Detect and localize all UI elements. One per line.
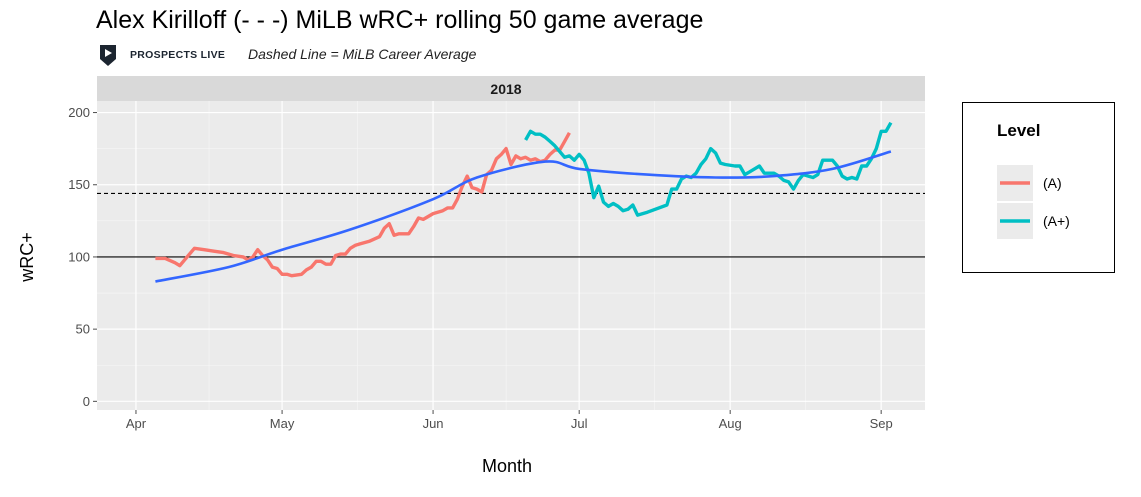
series-layer bbox=[155, 121, 893, 278]
chart-subtitle: Dashed Line = MiLB Career Average bbox=[248, 46, 477, 62]
x-axis-title: Month bbox=[482, 456, 532, 476]
x-tick-label: Jul bbox=[571, 416, 588, 431]
x-tick-label: Aug bbox=[719, 416, 742, 431]
axis-ticks: 0 50 100 150 200 Apr May Jun Jul Aug Sep bbox=[68, 105, 892, 431]
play-shield-icon bbox=[100, 45, 116, 66]
facet-label: 2018 bbox=[490, 81, 521, 97]
x-tick-label: Jun bbox=[423, 416, 444, 431]
legend-label: (A+) bbox=[1043, 213, 1070, 229]
y-tick-label: 200 bbox=[68, 105, 90, 120]
legend-label: (A) bbox=[1043, 175, 1062, 191]
plot-panel bbox=[97, 101, 925, 410]
x-tick-label: Apr bbox=[126, 416, 147, 431]
trend-line bbox=[155, 150, 892, 283]
minor-gridlines bbox=[97, 101, 925, 410]
facet-strip bbox=[97, 76, 925, 101]
y-tick-label: 0 bbox=[83, 394, 90, 409]
trend-layer bbox=[155, 150, 892, 283]
major-gridlines bbox=[97, 101, 925, 410]
logo-text: PROSPECTS LIVE bbox=[130, 49, 225, 61]
series-line-a-plus bbox=[524, 121, 893, 217]
prospects-live-logo: PROSPECTS LIVE bbox=[100, 45, 225, 66]
y-axis-title: wRC+ bbox=[17, 232, 37, 283]
legend: Level (A) (A+) bbox=[962, 102, 1115, 273]
x-tick-label: Sep bbox=[870, 416, 893, 431]
x-tick-label: May bbox=[270, 416, 295, 431]
legend-title: Level bbox=[997, 121, 1040, 140]
y-tick-label: 100 bbox=[68, 249, 90, 264]
chart-title: Alex Kirilloff (- - -) MiLB wRC+ rolling… bbox=[96, 6, 703, 34]
y-tick-label: 50 bbox=[76, 322, 90, 337]
series-line-a bbox=[155, 131, 571, 278]
legend-box bbox=[962, 102, 1115, 273]
y-tick-label: 150 bbox=[68, 177, 90, 192]
